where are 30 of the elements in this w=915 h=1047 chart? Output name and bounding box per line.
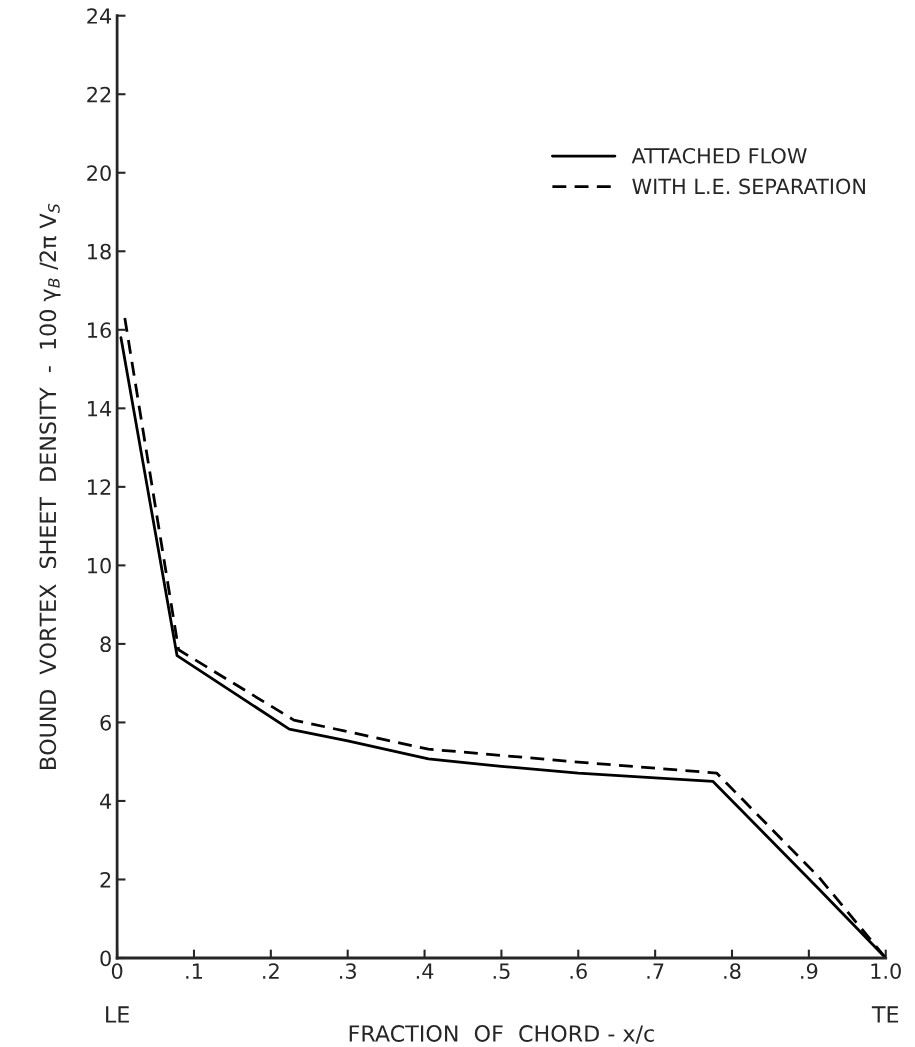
y-tick-label: 16 — [88, 322, 111, 339]
y-tick-label: 0 — [100, 950, 111, 967]
x-tick-label: .4 — [416, 963, 434, 979]
x-axis-title: FRACTION OF CHORD - x/c — [349, 1025, 654, 1044]
y-tick-label: 24 — [87, 8, 112, 24]
y-tick-label: 14 — [88, 401, 112, 417]
y-tick-label: 10 — [88, 557, 111, 574]
x-tick-label: .3 — [339, 963, 356, 979]
text: LE — [106, 1006, 129, 1023]
legend-label: ATTACHED FLOW — [631, 147, 807, 164]
text: TE — [871, 1006, 899, 1023]
y-tick-label: 6 — [100, 714, 111, 731]
x-tick-label: .5 — [493, 963, 510, 979]
x-tick-label: .1 — [186, 963, 202, 979]
y-tick-label: 18 — [88, 243, 111, 260]
x-tick-label: 0 — [111, 963, 123, 979]
y-tick-label: 2 — [100, 871, 111, 888]
y-tick-label: 12 — [88, 479, 111, 495]
legend-label: WITH L.E. SEPARATION — [632, 178, 865, 195]
y-axis-title: BOUND VORTEX SHEET DENSITY - 100 γ$_{B}$ /2π V$_{S}$ — [39, 203, 61, 769]
y-tick-label: 20 — [87, 165, 111, 181]
y-tick-label: 4 — [100, 793, 112, 809]
x-tick-label: .8 — [724, 963, 741, 979]
y-tick-label: 22 — [87, 86, 111, 103]
x-tick-label: .2 — [263, 963, 279, 979]
x-tick-label: .7 — [647, 963, 664, 979]
y-tick-label: 8 — [100, 636, 111, 653]
x-tick-label: .9 — [801, 963, 818, 979]
x-tick-label: .6 — [570, 963, 587, 979]
x-tick-label: 1.0 — [871, 963, 901, 979]
